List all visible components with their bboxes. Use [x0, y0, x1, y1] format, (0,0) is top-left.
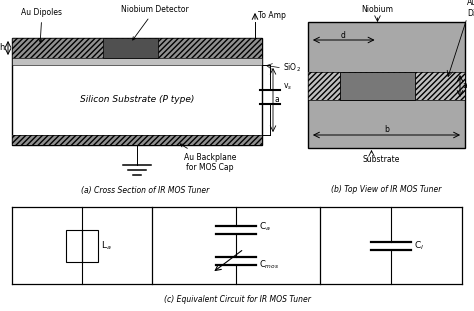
Text: (a) Cross Section of IR MOS Tuner: (a) Cross Section of IR MOS Tuner [81, 185, 209, 194]
Bar [103, 38, 158, 58]
Text: Niobium Detector: Niobium Detector [121, 5, 189, 40]
Text: b: b [384, 126, 389, 134]
Text: (c) Equivalent Circuit for IR MOS Tuner: (c) Equivalent Circuit for IR MOS Tuner [164, 295, 310, 304]
Text: To Amp: To Amp [258, 11, 286, 20]
Text: Niobium: Niobium [362, 6, 393, 15]
Text: L$_a$: L$_a$ [101, 239, 111, 252]
Text: (b) Top View of IR MOS Tuner: (b) Top View of IR MOS Tuner [331, 185, 442, 194]
Text: C$_a$: C$_a$ [259, 221, 271, 233]
Text: Au Dipoles: Au Dipoles [21, 8, 63, 42]
Text: h: h [0, 44, 5, 53]
Text: v$_s$: v$_s$ [283, 81, 292, 92]
Bar [12, 38, 262, 145]
Bar [12, 135, 262, 145]
Text: Au
Dipoles: Au Dipoles [467, 0, 474, 18]
Text: C$_{mos}$: C$_{mos}$ [259, 259, 279, 271]
Bar [12, 58, 262, 65]
Text: d: d [340, 30, 345, 39]
Bar [12, 38, 262, 58]
Text: Silicon Substrate (P type): Silicon Substrate (P type) [80, 95, 194, 104]
Text: a: a [275, 95, 280, 104]
Text: Substrate: Substrate [363, 156, 400, 165]
Text: C$_l$: C$_l$ [414, 239, 424, 252]
Bar [12, 135, 262, 145]
Text: SiO$_2$: SiO$_2$ [283, 62, 301, 74]
Bar [308, 72, 465, 100]
Text: a: a [463, 81, 468, 91]
Bar [66, 230, 98, 262]
Text: Au Backplane
for MOS Cap: Au Backplane for MOS Cap [180, 144, 236, 172]
Bar [12, 38, 262, 58]
Bar [308, 22, 465, 148]
Bar [340, 72, 415, 100]
Bar [308, 72, 465, 100]
